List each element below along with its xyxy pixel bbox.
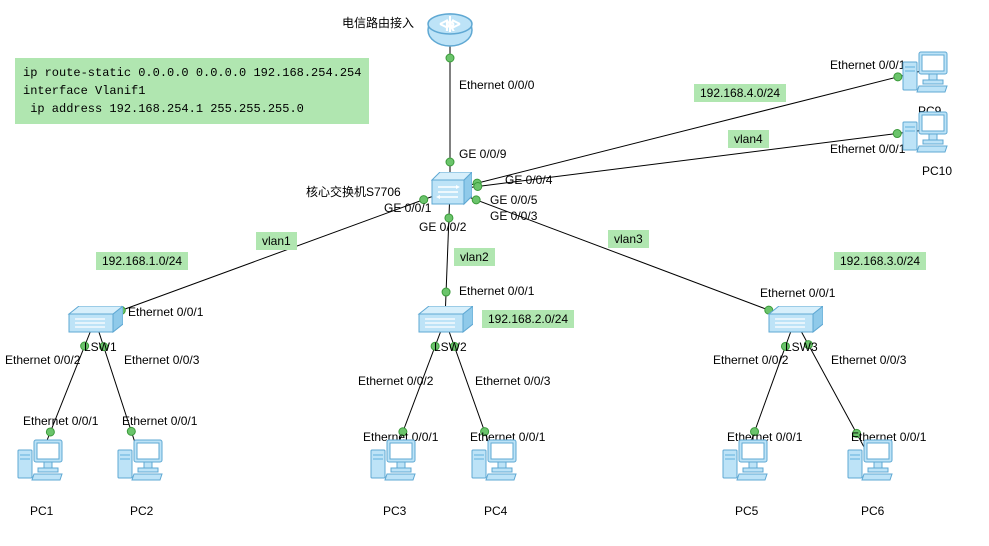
subnet4-label: 192.168.4.0/24 — [694, 84, 786, 102]
port-pc10-e001: Ethernet 0/0/1 — [830, 142, 905, 156]
port-core-ge002: GE 0/0/2 — [419, 220, 466, 234]
port-lsw2-e002: Ethernet 0/0/2 — [358, 374, 433, 388]
port-lsw2-e003: Ethernet 0/0/3 — [475, 374, 550, 388]
port-core-ge005: GE 0/0/5 — [490, 193, 537, 207]
config-box: ip route-static 0.0.0.0 0.0.0.0 192.168.… — [15, 58, 369, 124]
port-lsw1-e002: Ethernet 0/0/2 — [5, 353, 80, 367]
subnet1-label: 192.168.1.0/24 — [96, 252, 188, 270]
lsw1-name: LSW1 — [84, 340, 117, 354]
port-core-ge003: GE 0/0/3 — [490, 209, 537, 223]
pc2-name: PC2 — [130, 504, 153, 518]
core-text: 核心交换机S7706 — [306, 183, 401, 200]
vlan1-label: vlan1 — [256, 232, 297, 250]
port-pc9-e001: Ethernet 0/0/1 — [830, 58, 905, 72]
pc1-icon — [16, 434, 64, 482]
cfg-l2: interface Vlanif1 — [23, 84, 145, 98]
vlan3-label: vlan3 — [608, 230, 649, 248]
pc9-icon — [901, 46, 949, 94]
pc4-name: PC4 — [484, 504, 507, 518]
subnet3-label: 192.168.3.0/24 — [834, 252, 926, 270]
router-text: 电信路由接入 — [342, 14, 414, 31]
vlan2-label: vlan2 — [454, 248, 495, 266]
router-icon: R — [426, 6, 474, 54]
pc3-name: PC3 — [383, 504, 406, 518]
vlan4-label: vlan4 — [728, 130, 769, 148]
pc1-name: PC1 — [30, 504, 53, 518]
port-lsw2-e001: Ethernet 0/0/1 — [459, 284, 534, 298]
port-core-ge004: GE 0/0/4 — [505, 173, 552, 187]
port-pc2-e001: Ethernet 0/0/1 — [122, 414, 197, 428]
lsw2-icon — [417, 306, 473, 334]
port-router-e000: Ethernet 0/0/0 — [459, 78, 534, 92]
port-core-ge001: GE 0/0/1 — [384, 201, 431, 215]
port-lsw1-e001: Ethernet 0/0/1 — [128, 305, 203, 319]
port-lsw3-e001: Ethernet 0/0/1 — [760, 286, 835, 300]
pc3-icon — [369, 434, 417, 482]
port-core-ge009: GE 0/0/9 — [459, 147, 506, 161]
cfg-l1: ip route-static 0.0.0.0 0.0.0.0 192.168.… — [23, 66, 361, 80]
port-pc1-e001: Ethernet 0/0/1 — [23, 414, 98, 428]
pc5-icon — [721, 434, 769, 482]
pc6-name: PC6 — [861, 504, 884, 518]
lsw2-name: LSW2 — [434, 340, 467, 354]
lsw3-icon — [767, 306, 823, 334]
lsw3-name: LSW3 — [785, 340, 818, 354]
port-lsw1-e003: Ethernet 0/0/3 — [124, 353, 199, 367]
lsw1-icon — [67, 306, 123, 334]
core-switch-icon — [428, 172, 472, 208]
pc10-name: PC10 — [922, 164, 952, 178]
pc4-icon — [470, 434, 518, 482]
cfg-l3: ip address 192.168.254.1 255.255.255.0 — [23, 102, 304, 116]
pc10-icon — [901, 106, 949, 154]
pc6-icon — [846, 434, 894, 482]
pc2-icon — [116, 434, 164, 482]
subnet2-label: 192.168.2.0/24 — [482, 310, 574, 328]
pc5-name: PC5 — [735, 504, 758, 518]
port-lsw3-e002: Ethernet 0/0/2 — [713, 353, 788, 367]
port-lsw3-e003: Ethernet 0/0/3 — [831, 353, 906, 367]
